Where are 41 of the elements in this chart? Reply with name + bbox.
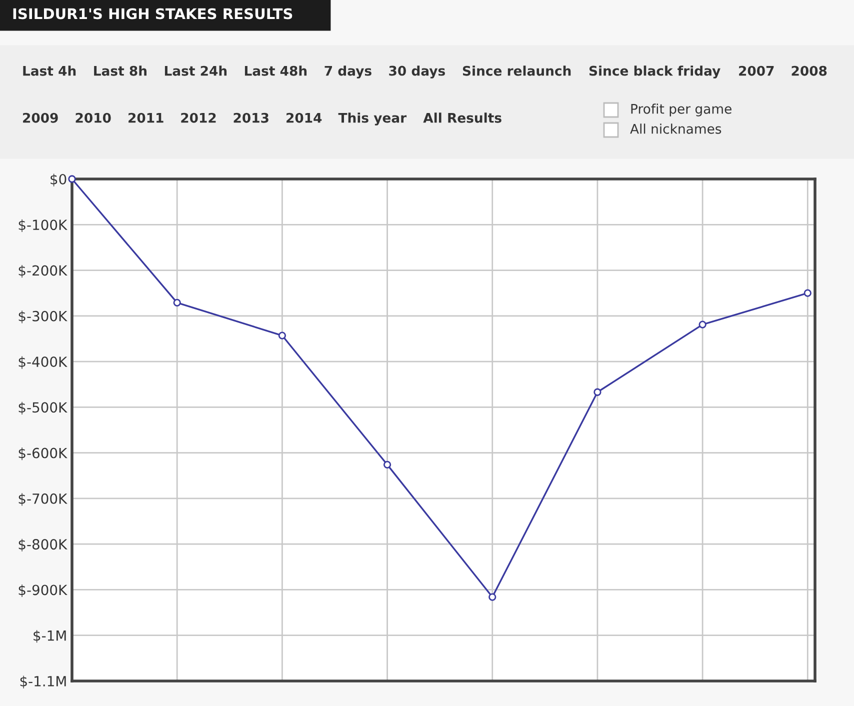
text: Last 48h xyxy=(244,66,307,76)
text: 2008 xyxy=(792,66,827,76)
text: 7 days xyxy=(324,66,372,78)
point xyxy=(278,332,286,340)
y-tick-label: $-500K xyxy=(18,402,68,414)
point xyxy=(594,388,602,396)
text: 2011 xyxy=(128,112,164,123)
text: 2014 xyxy=(286,112,322,123)
y-tick-label: $-300K xyxy=(18,310,68,324)
chart-title: ISILDUR1'S HIGH STAKES RESULTS xyxy=(13,8,292,20)
text: Last 4h xyxy=(23,66,76,76)
point xyxy=(698,320,706,328)
text: All nicknames xyxy=(630,124,722,134)
y-tick-label: $0 xyxy=(50,174,66,186)
point xyxy=(68,175,76,183)
y-tick-label: $-800K xyxy=(18,538,68,552)
y-tick-label: $-600K xyxy=(18,448,68,460)
text: 2010 xyxy=(76,112,111,123)
text: Last 8h xyxy=(94,66,146,76)
point xyxy=(173,298,181,306)
point xyxy=(383,460,392,469)
y-tick-label: $-1.1M xyxy=(20,676,66,688)
text: Since black friday xyxy=(589,66,720,78)
y-tick-label: $-100K xyxy=(18,219,68,232)
text: Since relaunch xyxy=(462,66,571,76)
y-tick-label: $-200K xyxy=(18,264,68,278)
y-tick-label: $-400K xyxy=(18,356,68,369)
text: This year xyxy=(338,112,407,126)
text: All Results xyxy=(423,112,502,123)
y-tick-label: $-900K xyxy=(18,584,68,598)
text: 2009 xyxy=(23,112,58,123)
y-tick-label: $-700K xyxy=(18,493,68,506)
text: Profit per game xyxy=(631,104,732,116)
y-tick-label: $-1M xyxy=(34,630,66,643)
point xyxy=(488,593,496,601)
text: 2013 xyxy=(234,112,268,123)
text: 30 days xyxy=(389,66,445,78)
text: 2007 xyxy=(739,66,774,76)
text: 2012 xyxy=(181,112,216,123)
point xyxy=(804,289,812,297)
text: Last 24h xyxy=(164,66,227,76)
